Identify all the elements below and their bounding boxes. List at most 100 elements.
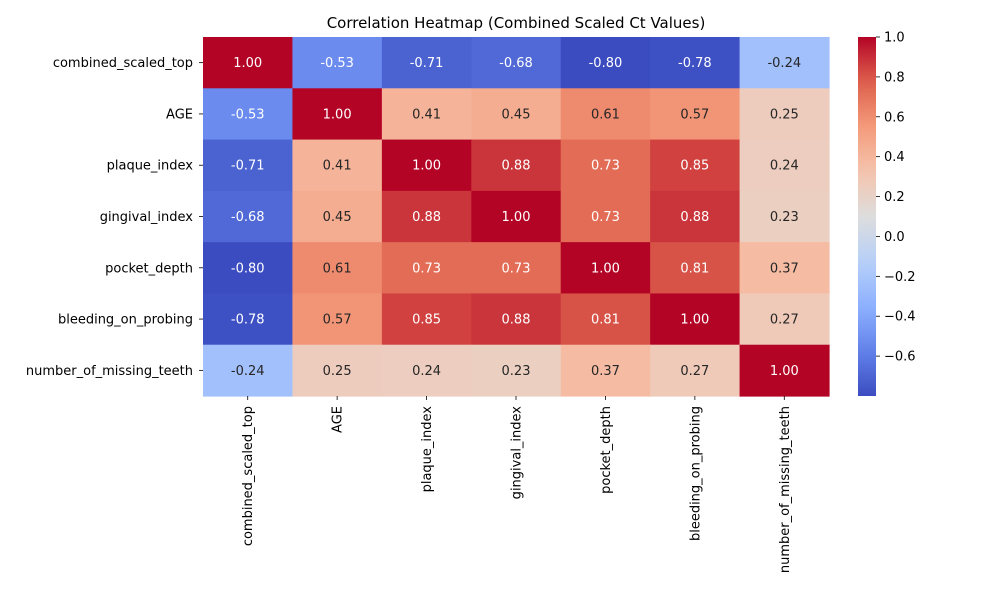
cell-value-label: 0.85 — [680, 159, 709, 174]
heatmap-cell-gingival-index-combined-scaled-top — [203, 190, 294, 243]
row-label-pocket-depth: pocket_depth — [105, 261, 193, 276]
heatmap-cell-age-age — [292, 88, 383, 141]
heatmap-cell-plaque-index-number-of-missing-teeth — [739, 139, 830, 192]
heatmap-cell-gingival-index-bleeding-on-probing — [650, 190, 741, 243]
heatmap-cell-pocket-depth-plaque-index — [381, 242, 472, 295]
heatmap-cell-gingival-index-age — [292, 190, 383, 243]
heatmap-cell-age-pocket-depth — [560, 88, 651, 141]
heatmap-cell-gingival-index-pocket-depth — [560, 190, 651, 243]
row-label-number-of-missing-teeth: number_of_missing_teeth — [26, 364, 193, 379]
row-label-gingival-index: gingival_index — [100, 210, 194, 225]
heatmap-cell-pocket-depth-combined-scaled-top — [203, 242, 294, 295]
column-label-bleeding-on-probing: bleeding_on_probing — [688, 406, 703, 541]
cell-value-label: 0.37 — [770, 261, 799, 276]
cell-value-label: 0.81 — [680, 261, 709, 276]
heatmap-cell-combined-scaled-top-plaque-index — [381, 37, 472, 89]
heatmap-cell-plaque-index-pocket-depth — [560, 139, 651, 192]
heatmap-cell-number-of-missing-teeth-pocket-depth — [560, 344, 651, 397]
heatmap-cell-pocket-depth-number-of-missing-teeth — [739, 242, 830, 295]
heatmap-cell-bleeding-on-probing-bleeding-on-probing — [650, 293, 741, 346]
colorbar-tick-label: 0.0 — [884, 230, 905, 245]
row-label-combined-scaled-top: combined_scaled_top — [53, 56, 193, 71]
cell-value-label: -0.53 — [231, 107, 265, 122]
cell-value-label: 0.27 — [770, 313, 799, 328]
heatmap-cell-pocket-depth-bleeding-on-probing — [650, 242, 741, 295]
cell-value-label: -0.24 — [231, 364, 265, 379]
cell-value-label: 0.45 — [323, 210, 352, 225]
heatmap-cell-bleeding-on-probing-plaque-index — [381, 293, 472, 346]
heatmap-cell-gingival-index-plaque-index — [381, 190, 472, 243]
cell-value-label: 1.00 — [233, 56, 262, 71]
heatmap-cell-plaque-index-age — [292, 139, 383, 192]
cell-value-label: 1.00 — [770, 364, 799, 379]
cell-value-label: 0.45 — [502, 107, 531, 122]
heatmap-cell-bleeding-on-probing-combined-scaled-top — [203, 293, 294, 346]
heatmap-cell-number-of-missing-teeth-plaque-index — [381, 344, 472, 397]
cell-value-label: -0.53 — [320, 56, 354, 71]
column-label-age: AGE — [331, 406, 346, 433]
cell-value-label: 0.41 — [412, 107, 441, 122]
cell-value-label: 0.27 — [680, 364, 709, 379]
chart-title: Correlation Heatmap (Combined Scaled Ct … — [327, 14, 706, 32]
column-label-combined-scaled-top: combined_scaled_top — [241, 406, 256, 546]
cell-value-label: 1.00 — [412, 159, 441, 174]
colorbar: −0.6 −0.4 −0.2 0.0 0.2 0.4 0.6 0.8 1.0 — [858, 31, 916, 396]
heatmap-cell-age-combined-scaled-top — [203, 88, 294, 141]
heatmap-cell-pocket-depth-age — [292, 242, 383, 295]
cell-value-label: -0.68 — [499, 56, 533, 71]
heatmap-cell-age-number-of-missing-teeth — [739, 88, 830, 141]
cell-value-label: -0.71 — [231, 159, 265, 174]
cell-value-label: 0.41 — [323, 159, 352, 174]
cell-value-label: 1.00 — [323, 107, 352, 122]
column-label-gingival-index: gingival_index — [510, 406, 525, 500]
cell-value-label: -0.68 — [231, 210, 265, 225]
heatmap-cell-age-gingival-index — [471, 88, 562, 141]
cell-value-label: -0.78 — [231, 313, 265, 328]
heatmap-cell-age-plaque-index — [381, 88, 472, 141]
heatmap-cell-number-of-missing-teeth-bleeding-on-probing — [650, 344, 741, 397]
cell-value-label: 0.73 — [502, 261, 531, 276]
cell-value-label: 0.25 — [770, 107, 799, 122]
cell-value-label: 0.23 — [770, 210, 799, 225]
cell-value-label: 1.00 — [591, 261, 620, 276]
cell-value-label: 0.73 — [591, 210, 620, 225]
cell-value-label: 0.25 — [323, 364, 352, 379]
cell-value-label: 0.73 — [412, 261, 441, 276]
heatmap-cell-number-of-missing-teeth-combined-scaled-top — [203, 344, 294, 397]
cell-value-label: 0.88 — [680, 210, 709, 225]
cell-value-label: -0.71 — [410, 56, 444, 71]
cell-value-label: -0.80 — [589, 56, 623, 71]
colorbar-tick-label: 1.0 — [884, 31, 905, 46]
heatmap-cell-gingival-index-gingival-index — [471, 190, 562, 243]
heatmap-cell-pocket-depth-gingival-index — [471, 242, 562, 295]
cell-value-label: -0.78 — [678, 56, 712, 71]
colorbar-tick-label: −0.2 — [884, 270, 916, 285]
colorbar-tick-label: −0.4 — [884, 310, 916, 325]
cell-value-label: 0.81 — [591, 313, 620, 328]
cell-value-label: 0.88 — [502, 159, 531, 174]
colorbar-tick-label: 0.6 — [884, 110, 905, 125]
colorbar-tick-label: 0.2 — [884, 190, 905, 205]
colorbar-gradient — [858, 37, 876, 396]
heatmap-cell-plaque-index-plaque-index — [381, 139, 472, 192]
column-label-pocket-depth: pocket_depth — [599, 406, 614, 494]
cell-value-label: -0.80 — [231, 261, 265, 276]
heatmap-cell-combined-scaled-top-age — [292, 37, 383, 89]
cell-value-label: 0.24 — [770, 159, 799, 174]
column-label-number-of-missing-teeth: number_of_missing_teeth — [778, 406, 793, 573]
cell-value-label: 0.23 — [502, 364, 531, 379]
colorbar-tick-label: 0.8 — [884, 70, 905, 85]
heatmap-cell-bleeding-on-probing-pocket-depth — [560, 293, 651, 346]
row-label-age: AGE — [166, 107, 193, 122]
heatmap-cell-plaque-index-gingival-index — [471, 139, 562, 192]
heatmap-cell-bleeding-on-probing-number-of-missing-teeth — [739, 293, 830, 346]
heatmap-cell-combined-scaled-top-combined-scaled-top — [203, 37, 294, 89]
cell-value-label: 1.00 — [502, 210, 531, 225]
cell-value-label: 0.85 — [412, 313, 441, 328]
heatmap-cell-number-of-missing-teeth-age — [292, 344, 383, 397]
cell-value-label: 1.00 — [680, 313, 709, 328]
cell-value-label: 0.88 — [412, 210, 441, 225]
heatmap-cell-pocket-depth-pocket-depth — [560, 242, 651, 295]
